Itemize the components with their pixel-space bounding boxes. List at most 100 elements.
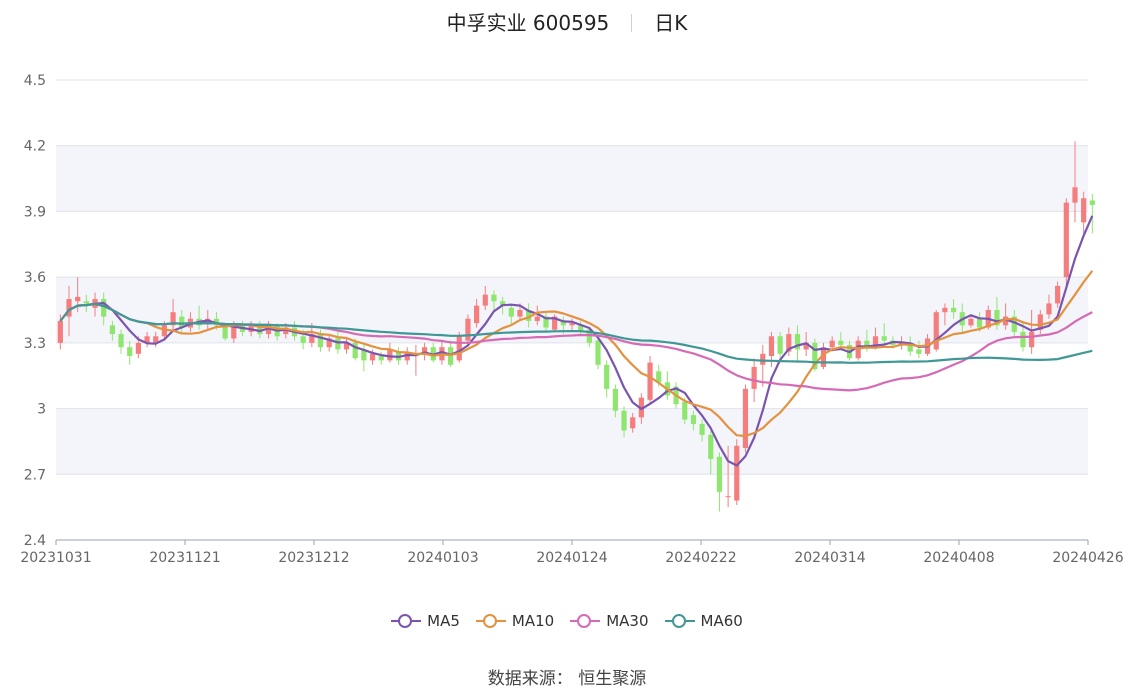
candle-body (369, 353, 376, 361)
x-tick-label: 20240426 (1052, 550, 1123, 566)
legend-label-ma10: MA10 (511, 612, 555, 630)
candle-body (517, 310, 523, 317)
candle-body (170, 312, 176, 326)
candle-body (794, 334, 801, 350)
ma5-legend-icon (391, 614, 422, 628)
candle-body (569, 323, 575, 326)
ma30-legend-icon (570, 614, 601, 628)
candle-body (950, 307, 957, 313)
candle-body (552, 316, 558, 330)
candle-body (976, 318, 983, 328)
candle-body (109, 325, 115, 335)
ma10-line (59, 270, 1094, 438)
legend-item-ma30[interactable]: MA30 (570, 612, 649, 630)
x-tick-label: 20240408 (923, 550, 994, 566)
candle-body (586, 329, 592, 343)
y-tick-label: 3.3 (24, 336, 46, 352)
candle-body (118, 334, 124, 348)
candle-body (1037, 314, 1043, 330)
candle-body (690, 415, 697, 424)
candle-body (153, 336, 159, 343)
candle-body (638, 397, 644, 418)
candle-body (604, 364, 610, 389)
y-tick-label: 4.5 (24, 73, 46, 89)
candle-body (907, 342, 913, 352)
candle-body (361, 349, 367, 361)
candle-body (1063, 202, 1069, 278)
candle-body (708, 434, 714, 459)
candle-body (343, 342, 350, 350)
candle-body (387, 349, 393, 361)
candle-body (751, 366, 757, 389)
candle-body (135, 342, 141, 354)
candle-body (378, 356, 384, 361)
x-tick-label: 20231031 (20, 550, 91, 566)
candle-body (803, 342, 809, 350)
candle-body (179, 316, 185, 328)
candle-body (682, 402, 688, 420)
y-tick-label: 2.4 (24, 533, 46, 549)
candle-body (144, 336, 150, 343)
y-tick-label: 4.2 (24, 139, 46, 155)
data-source: 数据来源： 恒生聚源 (487, 669, 647, 689)
candle-body (447, 347, 454, 365)
candle-body (474, 305, 480, 324)
candle-body (265, 325, 272, 335)
candle-body (699, 423, 705, 435)
candle-body (872, 336, 879, 348)
candle-body (1003, 316, 1009, 326)
legend: MA5 MA10 MA30 MA60 (0, 612, 1134, 630)
candle-body (326, 338, 332, 348)
candle-body (1020, 331, 1026, 348)
candle-body (820, 347, 827, 367)
candle-body (456, 336, 462, 361)
legend-item-ma10[interactable]: MA10 (475, 612, 555, 630)
legend-label-ma30: MA30 (606, 612, 649, 630)
grid-band (56, 145, 1088, 212)
candle-body (829, 340, 835, 348)
candle-body (300, 336, 306, 343)
ma60-line (59, 302, 1093, 364)
candle-body (543, 316, 549, 328)
candle-body (742, 388, 749, 448)
grid-band (56, 277, 1088, 343)
y-tick-label: 2.7 (24, 467, 46, 483)
legend-item-ma5[interactable]: MA5 (391, 612, 460, 630)
candle-body (812, 342, 818, 370)
candle-body (222, 325, 228, 339)
candle-body (1089, 200, 1095, 205)
y-tick-label: 3 (37, 402, 46, 418)
legend-label-ma5: MA5 (427, 612, 460, 630)
candle-body (777, 336, 783, 354)
candle-body (508, 307, 514, 317)
candle-body (933, 312, 939, 350)
candle-body (57, 320, 63, 343)
legend-item-ma60[interactable]: MA60 (664, 612, 743, 630)
candle-body (656, 371, 662, 383)
candle-body (335, 338, 341, 350)
stock-name: 中孚实业 600595 (446, 11, 610, 35)
candle-body (257, 325, 263, 335)
y-tick-label: 3.9 (24, 204, 46, 220)
candle-body (421, 347, 428, 354)
x-tick-label: 20240103 (407, 550, 478, 566)
candle-body (309, 334, 315, 343)
candle-body (621, 410, 627, 431)
ma10-legend-icon (475, 614, 506, 628)
chart-title: 中孚实业 600595 日K (0, 7, 1134, 36)
candle-body (526, 310, 532, 321)
kline-chart: 2.4 2.7 3 3.3 3.6 3.9 4.2 4.5 20231031 20231121 20… (20, 73, 1123, 566)
candle-body (491, 294, 497, 302)
candle-body (83, 301, 89, 304)
candle-body (786, 334, 792, 352)
candle-body (968, 318, 974, 326)
candle-body (1072, 187, 1078, 203)
candle-body (1011, 316, 1017, 332)
candle-body (916, 349, 922, 354)
candle-body (595, 340, 601, 365)
candle-body (734, 445, 740, 501)
candle-body (161, 325, 168, 337)
candle-body (1046, 303, 1052, 315)
candle-body (994, 310, 1000, 326)
candle-body (612, 388, 618, 411)
